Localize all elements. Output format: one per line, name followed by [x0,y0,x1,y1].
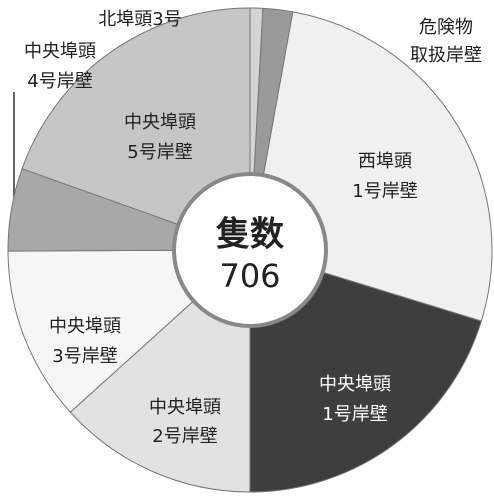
slice-label: 中央埠頭 [124,112,196,133]
slice-label: 中央埠頭 [49,316,121,337]
pie-slice [21,7,251,251]
slice-label: 中央埠頭 [24,41,96,62]
pie-slice [249,249,482,493]
slice-label: 危険物 [419,17,473,38]
center-title: 隻数 [216,215,284,255]
slice-label: 西埠頭 [358,151,412,172]
slice-label: 取扱岸壁 [410,45,482,66]
slice-label: 中央埠頭 [319,374,391,395]
center-total: 706 [219,257,280,295]
slice-label: 北埠頭3号 [98,9,181,30]
slice-label: 3号岸壁 [52,346,117,367]
slice-label: 4号岸壁 [27,71,92,92]
slice-label: 1号岸壁 [322,404,387,425]
slice-label: 中央埠頭 [149,397,221,418]
center-circle [172,172,328,328]
slice-label: 2号岸壁 [152,426,217,447]
slice-label: 1号岸壁 [352,181,417,202]
slice-label: 5号岸壁 [127,142,192,163]
